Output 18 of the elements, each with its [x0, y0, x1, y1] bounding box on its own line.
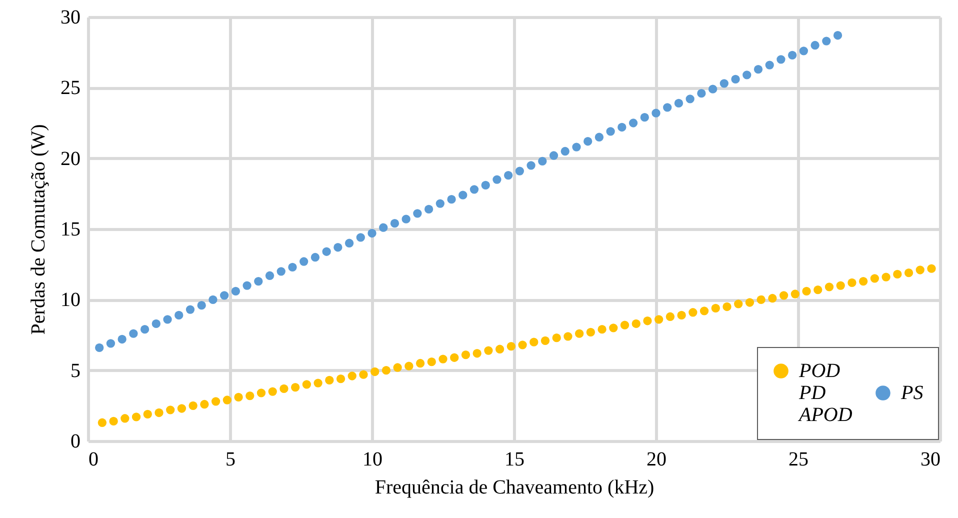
y-tick-label: 5	[70, 360, 80, 382]
legend-label: POD PD APOD	[797, 360, 853, 426]
x-tick-label: 15	[504, 448, 524, 470]
legend-label: PS	[900, 382, 924, 404]
x-tick-label: 10	[362, 448, 382, 470]
x-tick-label: 5	[226, 448, 236, 470]
x-tick-label: 25	[788, 448, 808, 470]
x-tick-label: 20	[646, 448, 666, 470]
y-tick-label: 30	[60, 6, 80, 28]
y-tick-label: 0	[70, 430, 80, 452]
x-tick-label: 30	[920, 448, 940, 470]
y-axis-title: Perdas de Comutação (W)	[28, 124, 50, 335]
y-tick-label: 25	[60, 77, 80, 100]
x-axis-title: Frequência de Chaveamento (kHz)	[374, 476, 654, 498]
y-tick-label: 10	[60, 289, 80, 312]
y-tick-label: 20	[60, 148, 80, 170]
x-tick-label: 0	[88, 448, 98, 470]
y-tick-label: 15	[60, 218, 80, 240]
